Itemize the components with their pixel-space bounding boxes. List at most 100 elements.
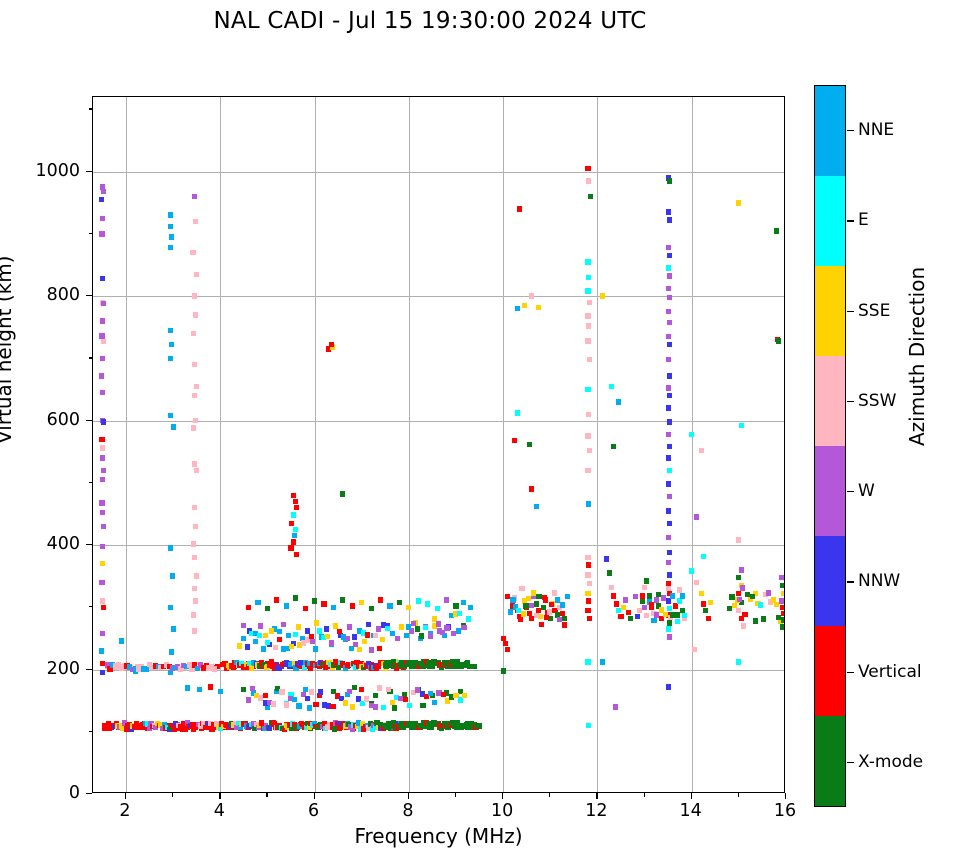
data-point xyxy=(665,481,671,487)
data-point xyxy=(422,662,428,668)
data-point xyxy=(399,721,405,727)
data-point xyxy=(609,383,615,390)
data-point xyxy=(665,285,671,292)
data-point xyxy=(666,443,672,450)
colorbar-segment-vertical xyxy=(815,626,845,716)
data-point xyxy=(168,234,174,240)
data-point xyxy=(368,647,374,653)
data-point xyxy=(689,431,695,438)
data-point xyxy=(521,598,527,604)
data-point xyxy=(561,615,567,622)
data-point xyxy=(448,612,454,619)
data-point xyxy=(666,467,672,474)
data-point xyxy=(368,661,374,668)
data-point xyxy=(144,666,150,672)
data-point xyxy=(333,659,339,665)
data-point xyxy=(191,585,197,592)
data-point xyxy=(359,720,365,727)
data-point xyxy=(193,218,199,225)
data-point xyxy=(466,724,472,731)
data-point xyxy=(466,663,472,670)
data-point xyxy=(274,688,280,695)
data-point xyxy=(528,602,534,609)
data-point xyxy=(138,663,144,670)
data-point xyxy=(180,662,187,669)
data-point xyxy=(146,725,152,732)
data-point xyxy=(679,607,685,614)
data-point xyxy=(533,612,539,619)
data-point xyxy=(557,616,563,623)
data-point xyxy=(394,694,400,701)
data-point xyxy=(303,724,309,731)
data-point xyxy=(249,685,255,692)
data-point xyxy=(554,612,560,618)
data-point xyxy=(736,537,742,543)
data-point xyxy=(377,725,383,731)
data-point xyxy=(262,692,268,699)
gridline-horizontal xyxy=(93,669,784,671)
x-minor-tick xyxy=(360,793,362,797)
data-point xyxy=(526,595,532,602)
x-minor-tick xyxy=(455,793,457,797)
data-point xyxy=(541,594,547,601)
data-point xyxy=(410,620,416,627)
data-point xyxy=(585,313,591,319)
data-point xyxy=(585,338,591,344)
data-point xyxy=(510,603,516,609)
colorbar-label-x-mode: X-mode xyxy=(858,751,924,772)
data-point xyxy=(672,603,678,609)
data-point xyxy=(268,659,274,665)
colorbar-tick xyxy=(847,581,854,583)
data-point xyxy=(781,617,784,623)
data-point xyxy=(559,602,565,608)
data-point xyxy=(234,724,240,731)
data-point xyxy=(533,601,539,607)
data-point xyxy=(252,630,258,637)
data-point xyxy=(237,724,243,731)
data-point xyxy=(665,405,671,411)
data-point xyxy=(514,305,520,312)
data-point xyxy=(586,615,592,622)
x-minor-tick xyxy=(266,793,268,797)
data-point xyxy=(172,664,178,671)
data-point xyxy=(586,411,592,418)
data-point xyxy=(666,520,672,527)
data-point xyxy=(356,628,362,634)
data-point xyxy=(528,486,534,492)
data-point xyxy=(99,333,105,339)
data-point xyxy=(195,665,201,672)
data-point xyxy=(235,720,241,727)
data-point xyxy=(367,721,373,727)
data-point xyxy=(461,692,468,699)
y-minor-tick xyxy=(88,232,92,235)
data-point xyxy=(197,662,204,668)
data-point xyxy=(585,659,591,665)
data-point xyxy=(145,721,151,727)
data-point xyxy=(304,637,310,643)
x-tick-mark xyxy=(313,793,315,799)
data-point xyxy=(677,598,683,604)
data-point xyxy=(291,660,297,667)
data-point xyxy=(170,424,176,430)
data-point xyxy=(300,640,306,646)
data-point xyxy=(272,720,278,727)
gridline-vertical xyxy=(503,97,505,792)
data-point xyxy=(169,665,175,671)
data-point xyxy=(513,604,519,610)
data-point xyxy=(331,726,337,732)
data-point xyxy=(308,633,314,640)
data-point xyxy=(616,399,622,405)
data-point xyxy=(666,178,672,184)
data-point xyxy=(705,615,711,622)
data-point xyxy=(209,664,215,670)
data-point xyxy=(336,664,342,671)
data-point xyxy=(738,599,744,606)
gridline-horizontal xyxy=(93,420,784,422)
data-point xyxy=(191,193,197,200)
data-point xyxy=(461,624,467,631)
data-point xyxy=(168,244,174,251)
x-tick-label: 4 xyxy=(213,801,225,821)
data-point xyxy=(642,584,648,591)
data-point xyxy=(158,722,164,728)
data-point xyxy=(99,476,105,483)
